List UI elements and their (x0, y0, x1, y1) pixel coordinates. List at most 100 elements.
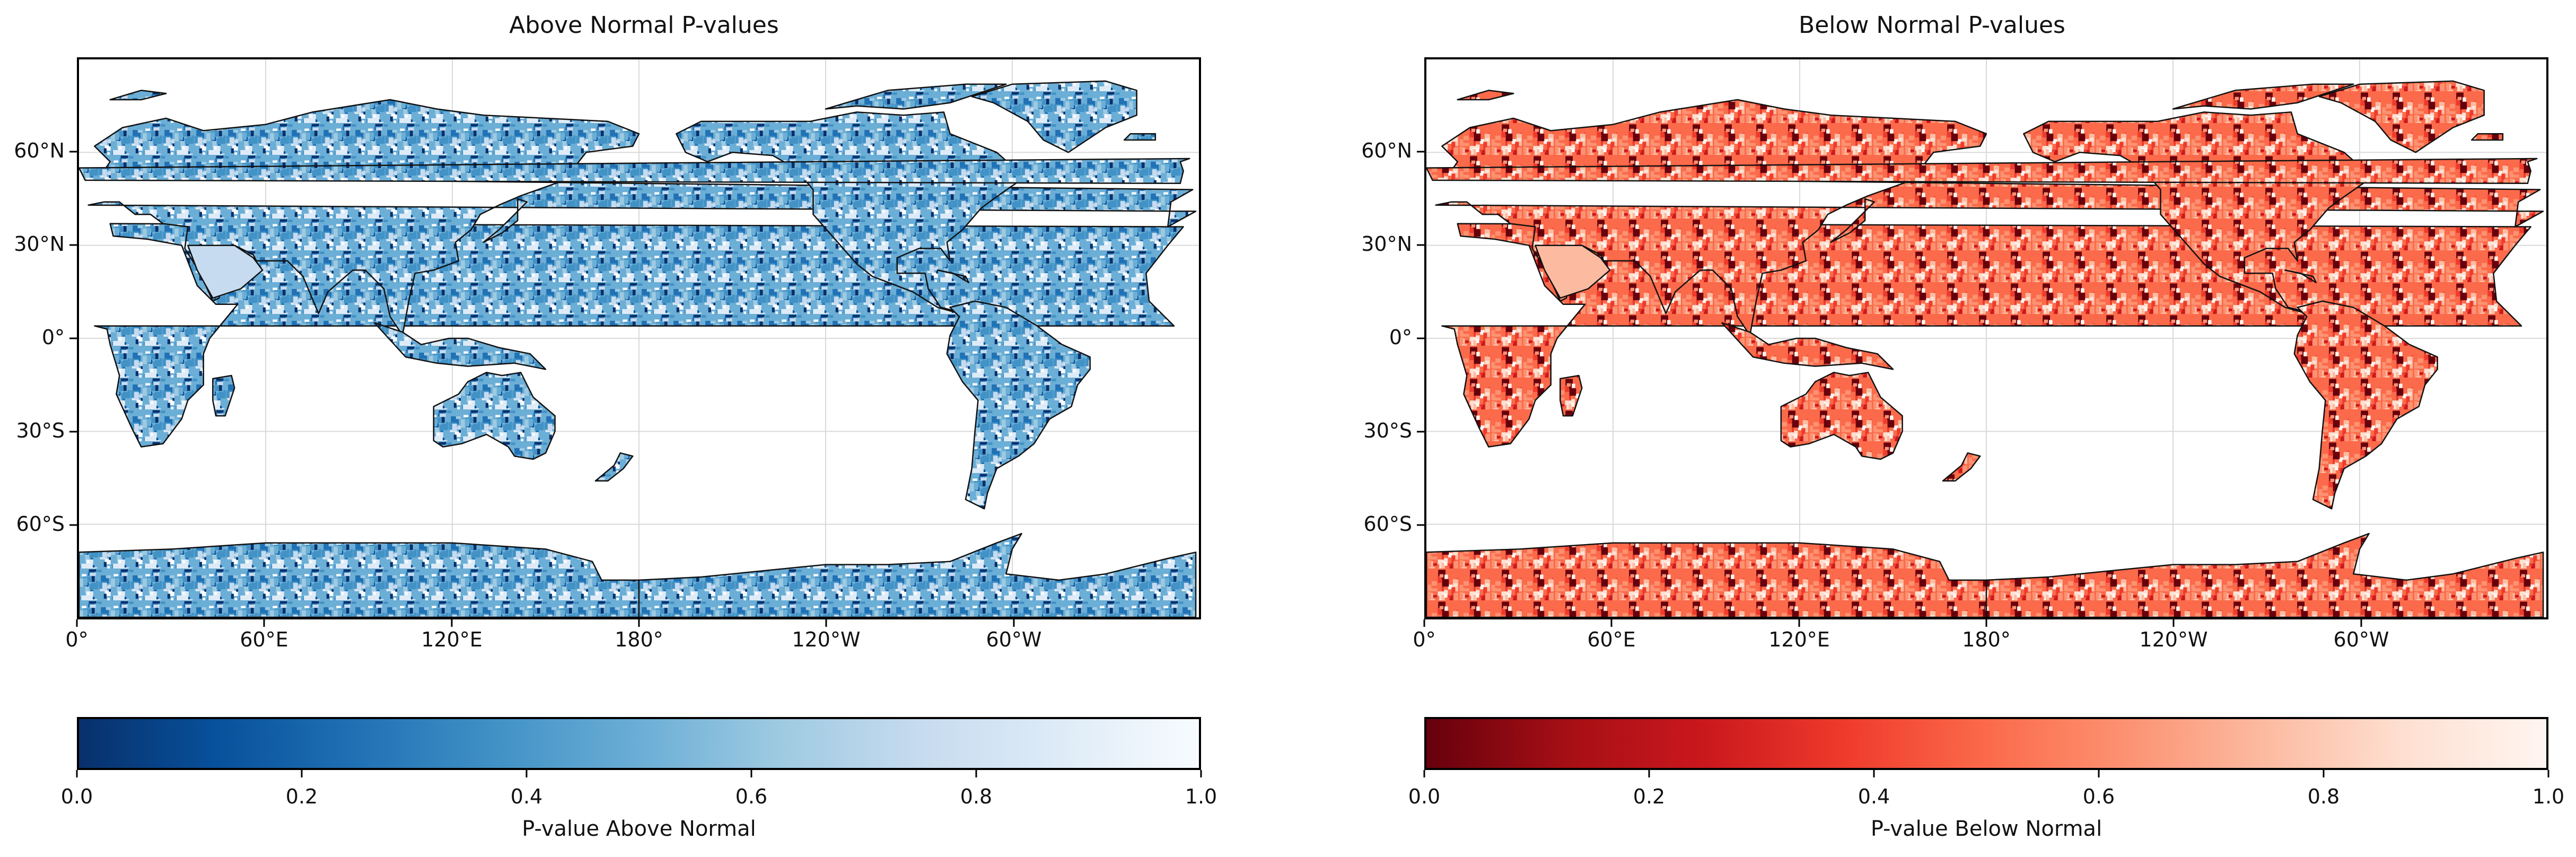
landmass-svalbard (109, 90, 167, 101)
landmass-iceland (2470, 133, 2504, 141)
colorbar-tick: 0.6 (735, 785, 768, 808)
colorbar-tick: 0.4 (1857, 785, 1890, 808)
axis-tick (1417, 337, 1424, 339)
axis-tick (69, 151, 77, 153)
axis-tick (263, 619, 265, 627)
axis-tick (1417, 151, 1424, 153)
colorbar-tickmark (750, 770, 752, 777)
axis-tick (1423, 619, 1425, 627)
lon-label-60w: 60°W (2333, 628, 2389, 651)
axis-tick (825, 619, 827, 627)
lon-label-120e: 120°E (1768, 628, 1830, 651)
colorbar-label: P-value Below Normal (1870, 817, 2102, 841)
colorbar-tick: 0.2 (1633, 785, 1666, 808)
landmass-caribbean (936, 269, 970, 284)
colorbar-tickmark (2098, 770, 2100, 777)
lat-label-60s: 60°S (1363, 512, 1412, 536)
lat-label-30s: 30°S (1363, 419, 1412, 442)
axis-tick (638, 619, 640, 627)
landmass-indonesia (374, 322, 547, 370)
lon-label-0: 0° (65, 628, 89, 651)
landmass-antarctica (1426, 542, 1987, 617)
world-map (79, 59, 1199, 617)
axis-tick (69, 524, 77, 526)
landmass-japan (483, 198, 528, 243)
lat-label-0: 0° (41, 326, 65, 349)
landmass-europe-asia (87, 99, 1197, 336)
axis-tick (69, 431, 77, 433)
landmass-greenland (2318, 80, 2485, 153)
colorbar-tick: 0.0 (1408, 785, 1441, 808)
colorbar-tick: 1.0 (2532, 785, 2565, 808)
colorbar-tickmark (2547, 770, 2549, 777)
landmass-iceland (1123, 133, 1156, 141)
lon-label-120w: 120°W (792, 628, 861, 651)
panel-below-normal: Below Normal P-values 60°N 30°N 0° 30°S … (1288, 0, 2576, 857)
lon-label-120w: 120°W (2139, 628, 2208, 651)
colorbar-label: P-value Above Normal (522, 817, 756, 841)
panel-above-normal: Above Normal P-values 60°N 30°N 0° 30°S … (14, 12, 1217, 841)
map-frame (1424, 57, 2548, 619)
colorbar-tick: 0.8 (2307, 785, 2340, 808)
landmass-caribbean (2284, 269, 2317, 284)
lat-label-30n: 30°N (14, 232, 65, 256)
lat-label-60n: 60°N (14, 139, 65, 162)
landmass-canada-islands (2172, 83, 2354, 110)
landmass-svalbard (1457, 90, 1514, 101)
panel-title: Below Normal P-values (1799, 12, 2065, 39)
axis-tick (1798, 619, 1800, 627)
colorbar-tickmark (1873, 770, 1875, 777)
axis-tick (1985, 619, 1987, 627)
landmass-australia (433, 372, 556, 460)
axis-tick (1417, 431, 1424, 433)
colorbar-tick: 1.0 (1185, 785, 1217, 808)
axis-tick (1417, 244, 1424, 246)
colorbar-tickmark (1423, 770, 1425, 777)
landmass-arabia-fill (1535, 244, 1611, 299)
colorbar-tick: 0.8 (960, 785, 993, 808)
lat-label-30n: 30°N (1361, 232, 1412, 256)
colorbar (1424, 717, 2548, 770)
landmass-madagascar (1559, 374, 1583, 417)
lon-label-60e: 60°E (1587, 628, 1636, 651)
lat-label-0: 0° (1389, 326, 1412, 349)
panel-title: Above Normal P-values (509, 12, 779, 39)
axis-tick (69, 244, 77, 246)
colorbar-tickmark (2323, 770, 2325, 777)
landmass-indonesia (1721, 322, 1894, 370)
colorbar-tickmark (301, 770, 303, 777)
lon-label-60e: 60°E (240, 628, 288, 651)
axis-tick (1013, 619, 1014, 627)
map-frame (77, 57, 1201, 619)
axis-tick (76, 619, 78, 627)
landmass-south-america (946, 300, 1091, 510)
landmass-japan (1830, 198, 1876, 243)
lon-label-180: 180° (1962, 628, 2011, 651)
landmass-greenland (971, 80, 1137, 153)
world-map (1426, 59, 2546, 617)
landmass-nz (594, 452, 634, 482)
landmass-canada-islands (825, 83, 1007, 110)
lon-label-120e: 120°E (421, 628, 483, 651)
axis-tick (2172, 619, 2175, 627)
landmass-antarctica (79, 542, 640, 617)
landmass-antarctica-w (1985, 532, 2544, 617)
landmass-uk (79, 158, 1190, 185)
axis-tick (1610, 619, 1613, 627)
landmass-south-america (2293, 300, 2438, 510)
landmass-uk (1426, 158, 2538, 185)
lon-label-0: 0° (1413, 628, 1436, 651)
lat-label-60s: 60°S (16, 512, 65, 536)
colorbar-tick: 0.4 (510, 785, 543, 808)
colorbar (77, 717, 1201, 770)
axis-tick (451, 619, 453, 627)
landmass-madagascar (212, 374, 235, 417)
colorbar-tickmark (525, 770, 528, 777)
colorbar-tick: 0.6 (2082, 785, 2115, 808)
colorbar-tickmark (1648, 770, 1650, 777)
colorbar-tickmark (975, 770, 977, 777)
landmass-australia (1780, 372, 1903, 460)
landmass-europe-asia (1435, 99, 2544, 336)
landmass-antarctica-w (638, 532, 1197, 617)
landmass-arabia-fill (187, 244, 264, 299)
